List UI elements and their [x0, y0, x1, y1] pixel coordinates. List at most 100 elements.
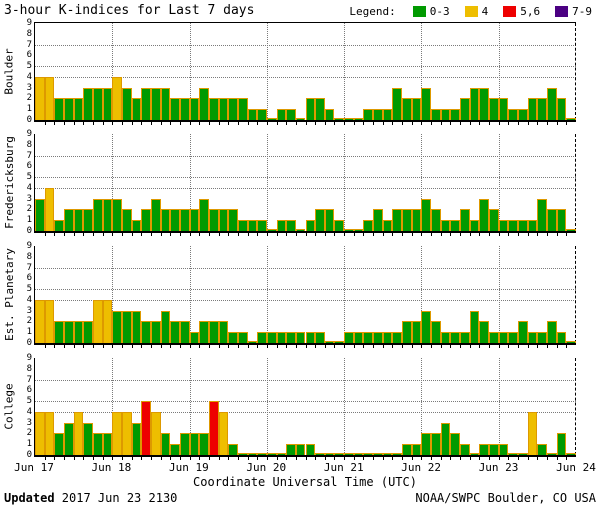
k-index-bar [35, 411, 45, 455]
credit-text: NOAA/SWPC Boulder, CO USA [415, 491, 596, 505]
day-gridline [344, 23, 346, 120]
x-tick [286, 457, 288, 460]
day-gridline [189, 23, 191, 120]
x-tick [112, 122, 114, 125]
x-tick [102, 122, 104, 125]
k-index-bar [498, 332, 509, 343]
x-tick [228, 345, 230, 348]
k-index-bar [189, 98, 200, 120]
x-tick [83, 233, 85, 236]
k-index-bar [63, 209, 74, 231]
x-tick [518, 233, 520, 236]
x-tick [440, 233, 442, 236]
x-tick [392, 233, 394, 236]
x-tick [237, 233, 239, 236]
k-index-bar [237, 98, 248, 120]
k-index-bar [305, 220, 316, 231]
x-tick [208, 233, 210, 236]
day-gridline [189, 358, 191, 455]
x-tick [421, 345, 423, 348]
x-tick [353, 233, 355, 236]
x-tick [353, 345, 355, 348]
k-index-bar [73, 209, 84, 231]
x-tick [92, 122, 94, 125]
x-tick [469, 233, 471, 236]
day-gridline [344, 246, 346, 343]
x-tick [498, 233, 500, 236]
k-index-bar [295, 444, 306, 455]
x-tick [363, 345, 365, 348]
day-gridline [344, 358, 346, 455]
x-tick [508, 345, 510, 348]
k-index-bar [392, 453, 403, 455]
k-index-bar [208, 401, 219, 455]
k-index-bar [353, 118, 364, 120]
day-gridline [189, 134, 191, 231]
k-index-bar [199, 321, 209, 343]
x-tick [315, 122, 317, 125]
y-tick-label: 5 [26, 172, 32, 183]
x-tick [547, 345, 549, 348]
day-gridline [112, 246, 114, 343]
k-index-bar [353, 229, 364, 231]
legend-item-label: 0-3 [429, 5, 450, 18]
k-index-bar [257, 453, 267, 455]
k-index-bar [324, 109, 335, 120]
k-index-bar [547, 453, 557, 455]
plot-right-edge [575, 23, 576, 120]
k-index-bar [402, 98, 412, 120]
x-axis-day-labels: Jun 17 Jun 18 Jun 19 Jun 20 Jun 21 Jun 22 Jun … [14, 461, 596, 474]
x-tick [382, 457, 384, 460]
y-tick-label: 3 [26, 82, 32, 93]
x-tick [402, 457, 404, 460]
k-index-bar [276, 453, 287, 455]
x-tick [44, 457, 46, 460]
k-index-bar [392, 87, 403, 120]
x-tick [131, 345, 133, 348]
x-tick [44, 345, 46, 348]
x-tick [73, 457, 75, 460]
x-tick [450, 457, 452, 460]
x-tick [527, 233, 529, 236]
plot-area [35, 246, 576, 348]
k-index-bar [131, 310, 142, 343]
k-index-bar [344, 453, 354, 455]
y-tick-label: 8 [26, 251, 32, 262]
k-index-bar [112, 310, 122, 343]
x-tick [150, 345, 152, 348]
x-tick [373, 345, 375, 348]
x-tick [295, 457, 297, 460]
x-tick [305, 233, 307, 236]
x-tick [276, 233, 278, 236]
x-tick [344, 233, 346, 236]
y-tick-label: 5 [26, 284, 32, 295]
y-tick-label: 9 [26, 241, 32, 251]
x-tick [102, 233, 104, 236]
k-index-bar [179, 433, 190, 455]
purple-swatch-icon [555, 6, 569, 17]
x-tick [382, 122, 384, 125]
x-tick [150, 233, 152, 236]
k-index-bar [469, 453, 480, 455]
k-index-bar [160, 433, 171, 455]
x-tick [237, 345, 239, 348]
k-index-bar [334, 220, 345, 231]
k-index-bar [363, 453, 374, 455]
k-index-bar [295, 332, 306, 343]
x-tick [141, 122, 143, 125]
k-index-bar [83, 321, 93, 343]
x-tick [527, 457, 529, 460]
k-index-bar [450, 332, 461, 343]
k-index-bar [479, 87, 490, 120]
k-index-bar [421, 433, 432, 455]
k-index-bar [402, 209, 412, 231]
panel-college: College 0 1 2 3 4 5 6 7 8 9 [3, 354, 576, 460]
x-tick [537, 345, 539, 348]
x-tick [237, 457, 239, 460]
day-gridline [421, 23, 423, 120]
x-tick [479, 457, 481, 460]
k-index-bar [199, 198, 209, 231]
k-index-bar [189, 332, 200, 343]
k-index-bar [54, 220, 64, 231]
